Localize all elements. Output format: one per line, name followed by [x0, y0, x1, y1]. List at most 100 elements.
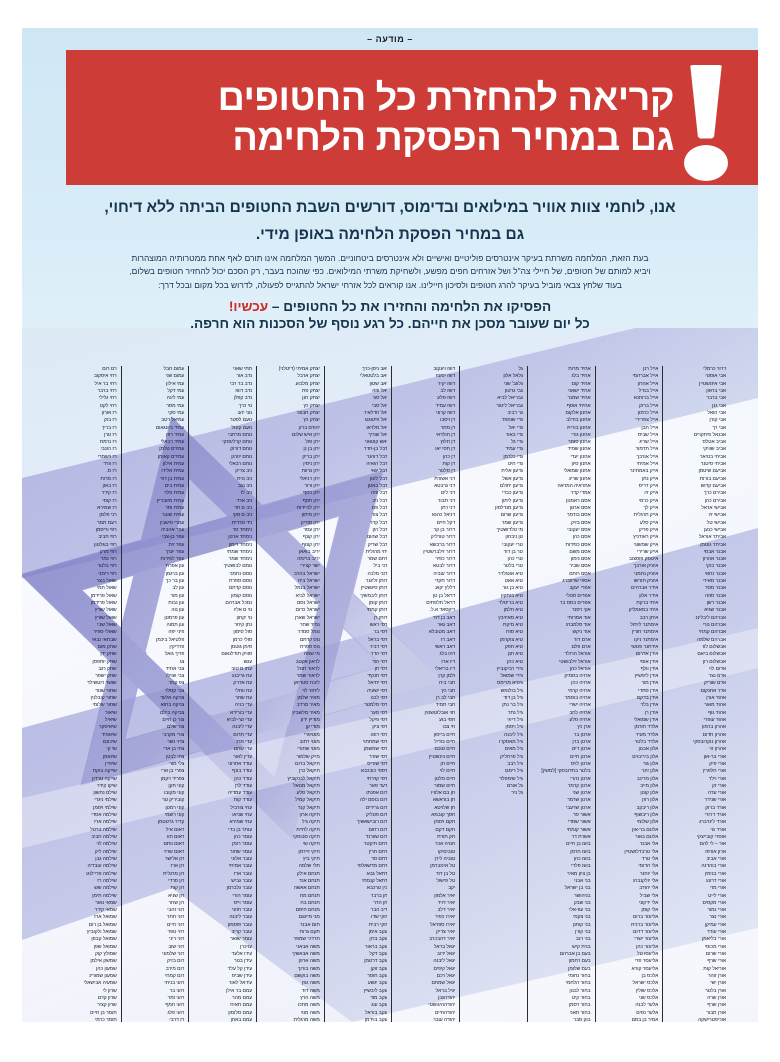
signatory-name: שמעון כהן — [96, 965, 117, 972]
signatory-name: צורי מקרבי — [162, 731, 185, 738]
signatory-name: רועי חמף — [165, 1002, 185, 1009]
signatory-name: עודר בונף — [232, 768, 253, 775]
signatory-name: דבל שהום — [366, 534, 388, 541]
signatory-name: ירון חסף — [302, 497, 320, 504]
signatory-name: צחי לבטן — [165, 753, 185, 760]
signatory-name: אידר אברהים — [631, 585, 659, 592]
signatory-name: גיל רימם — [505, 768, 523, 775]
signatory-name: ירון בריק — [302, 453, 320, 460]
signatory-name: מוטיפרי — [303, 731, 320, 738]
signatory-name: אוסרי קובייצקי — [696, 834, 726, 840]
signatory-name: ירון עסר — [303, 526, 320, 533]
signatory-name: טיא סורו — [505, 629, 523, 636]
signatory-name: יצחק פת — [301, 387, 320, 394]
signatory-name: אימתנר ניקו — [634, 636, 659, 643]
signatory-name: גדעון שמר — [501, 519, 523, 526]
signatory-name: שילמה ארז — [94, 819, 117, 826]
signatory-name: דסי הוד — [372, 658, 388, 665]
signatory-name: שאול שבי — [97, 621, 117, 628]
signatory-name: אברהם שלמה — [697, 636, 726, 643]
signatory-name: ליתור לוי — [302, 687, 320, 694]
signatory-name: לראור שמר — [296, 673, 320, 680]
signatory-name: אחיד מרות — [568, 366, 591, 372]
signatories-column-10: רם רום רחי איסקוב רחי בר איל רחי ברבר רחי גל… — [54, 366, 121, 1022]
signatory-name: יהודם ברק — [298, 424, 320, 431]
signatory-name: ניד מרדית — [231, 519, 253, 526]
signatory-name: אורי נצר — [709, 914, 726, 921]
signatory-name: דרור כרמלי — [703, 366, 726, 372]
signatory-name: רון שניא — [168, 892, 185, 899]
signatory-name: אלי ידקוני — [638, 899, 659, 906]
signatory-name: שמעיה אבישאלי — [83, 980, 117, 987]
signatory-name: נדב אור — [236, 373, 253, 380]
signatory-name: ארנון שרעבי — [565, 804, 591, 811]
signatory-name: אחנון בודלב — [566, 417, 591, 424]
signatory-name: בני אבני — [573, 877, 591, 884]
signatory-name: נוס ספרת — [300, 643, 320, 650]
signatory-name: דסי ציק — [372, 724, 388, 731]
signatory-name: אפרים בסס בר — [559, 600, 591, 606]
signatory-name: עובר חוזני — [231, 907, 253, 914]
signatory-name: עמי אילון — [166, 380, 185, 387]
signatory-name: משה בוקשם — [294, 972, 320, 979]
signatory-name: עמיאל רטב — [161, 417, 185, 424]
signatory-name: יהודהחיים — [435, 1009, 456, 1016]
signatory-name: שיאור — [104, 709, 117, 716]
signatory-name: עפר לפידות — [160, 556, 185, 563]
signatory-name: דסי שמתחוי — [362, 738, 388, 745]
signatory-name: דן חולדאי — [435, 431, 456, 438]
signatory-name: בני קוחנן — [572, 921, 591, 928]
signatory-name: אליעסר קורא — [631, 965, 659, 972]
signatory-name: שאול פרידמן — [90, 592, 117, 599]
signatory-name: יצחק חנן — [301, 395, 320, 402]
signatory-name: תקם גרות — [299, 929, 320, 936]
signatory-name: תומר כרמי — [94, 1016, 117, 1022]
signatory-name: שילם נחשון — [93, 790, 117, 797]
signatory-name: חקם ויסמן — [434, 819, 456, 826]
signatory-name: אבנר מסר — [704, 585, 726, 592]
signatory-name: שחור קובלנץ — [90, 695, 117, 702]
signatory-name: דבל באטן — [367, 483, 388, 489]
signatory-name: טיא בן גור — [502, 585, 523, 592]
signatory-name: שמואל ולקוביץ — [86, 929, 117, 936]
signatory-name: יאיר דהבכרב — [429, 936, 456, 943]
signatory-name: עמיד רוזן — [166, 431, 185, 438]
signatory-name: רז קידר — [101, 490, 117, 497]
signatory-name: אפרי יעקב — [569, 585, 591, 592]
signatory-name: דותן ליבמשיך — [360, 592, 388, 599]
signatory-name: עדי בורידא — [230, 709, 253, 716]
signatory-name: ארויה כהן — [571, 680, 591, 687]
signatory-name: אביב אטלס — [702, 439, 727, 446]
signatory-name: אייל אהרון — [637, 380, 659, 387]
signatory-name: גל ניר — [511, 790, 523, 797]
signatory-name: אבנר רשן — [706, 600, 726, 606]
signatory-name: עון נבות — [168, 600, 185, 606]
signatory-name: אידן אוסי — [639, 658, 659, 665]
signatory-name: אברהם קמחי — [698, 629, 726, 636]
signatory-name: אוד ניקש — [572, 629, 591, 636]
signatory-name: אבנר מאירי — [702, 578, 726, 585]
signatory-name: עקב דקל — [369, 951, 388, 957]
signatory-name: רון שחר — [168, 899, 185, 906]
signatory-name: חן שלויטא — [434, 804, 456, 811]
signatory-name: שחק רגב — [98, 665, 117, 672]
signatory-name: אחנון אלקום — [565, 409, 591, 416]
signatory-name: עח גריבנג — [231, 673, 253, 680]
signatory-name: ארנון חיים — [570, 753, 591, 760]
signatory-name: משה גפן — [302, 980, 320, 987]
signatory-name: אוריפטרישקה — [698, 1016, 726, 1022]
signatory-name: ליבח סטריאן — [293, 680, 320, 687]
signatory-name: ארון אורפז — [705, 848, 726, 855]
signatory-name: יאש קוטאני — [364, 439, 388, 446]
signatory-name: אחיד ישאני — [567, 387, 591, 394]
signatory-name: עגש — [243, 658, 253, 665]
signatories-column-8: תתי שאני נדב אור נדב בר רבי נדב דוווז נדב קפ… — [188, 366, 256, 1022]
signatory-name: מייק שלמור — [296, 753, 320, 760]
signatory-name: אבנר שגיא — [704, 607, 726, 614]
signatory-name: יריב ברימה — [297, 556, 320, 563]
signatory-name: שאול חמי — [96, 585, 117, 592]
signatory-name: ארויה קרמי — [568, 687, 591, 694]
signatory-name: טיא חלמן — [503, 607, 523, 614]
signatory-name: דוווז עמיד — [435, 402, 456, 409]
signatory-name: דוווז יקיר — [437, 380, 456, 387]
